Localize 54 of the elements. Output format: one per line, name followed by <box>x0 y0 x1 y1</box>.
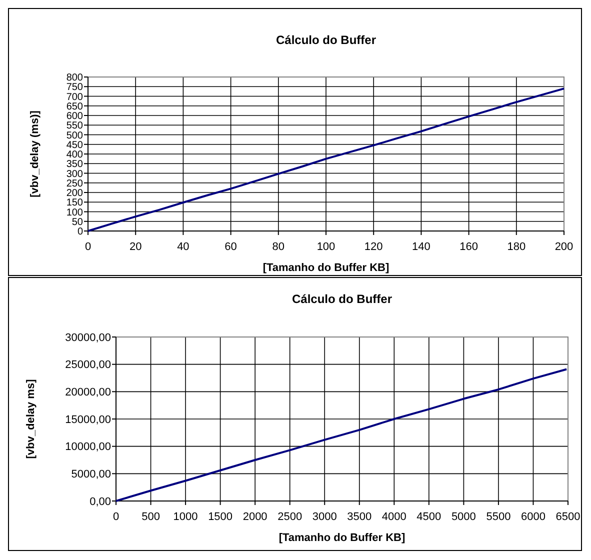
x-tick-label: 160 <box>460 241 478 253</box>
y-tick-label: 400 <box>66 150 84 160</box>
x-tick-label: 3000 <box>312 511 337 523</box>
x-tick-label: 180 <box>507 241 526 253</box>
y-tick-label: 600 <box>66 111 84 122</box>
x-tick-label: 500 <box>142 511 160 523</box>
x-tick-label: 80 <box>272 241 285 253</box>
x-tick-label: 2000 <box>242 511 268 523</box>
x-tick-label: 60 <box>224 241 237 253</box>
y-tick-label: 750 <box>66 82 84 94</box>
y-tick-label: 50 <box>72 216 84 228</box>
x-tick-label: 3500 <box>347 511 372 523</box>
x-tick-label: 1500 <box>208 511 233 523</box>
x-tick-label: 40 <box>177 241 190 253</box>
y-tick-label: 10000,00 <box>65 441 111 454</box>
x-tick-label: 100 <box>316 241 336 253</box>
y-tick-label: 5000,00 <box>71 468 111 481</box>
x-axis-title: [Tamanho do Buffer KB] <box>262 262 390 274</box>
x-tick-label: 4000 <box>382 511 406 523</box>
y-tick-label: 0 <box>77 226 84 238</box>
y-tick-label: 200 <box>66 188 84 199</box>
x-tick-label: 2500 <box>278 511 302 523</box>
chart-title: Cálculo do Buffer <box>276 33 376 47</box>
x-tick-label: 140 <box>412 241 430 253</box>
y-tick-label: 800 <box>66 72 84 84</box>
x-tick-label: 6500 <box>556 511 580 523</box>
y-tick-label: 20000,00 <box>65 386 111 399</box>
y-axis-title: [vbv_delay ms] <box>25 378 37 459</box>
chart-title: Cálculo do Buffer <box>292 292 392 306</box>
x-tick-label: 120 <box>364 241 383 253</box>
x-tick-label: 4500 <box>416 511 442 523</box>
x-tick-label: 20 <box>129 241 142 253</box>
x-tick-label: 0 <box>112 511 120 523</box>
y-tick-label: 700 <box>66 92 84 103</box>
y-tick-label: 30000,00 <box>65 332 111 344</box>
y-tick-label: 550 <box>66 120 84 132</box>
x-tick-label: 6000 <box>520 511 546 523</box>
y-tick-label: 150 <box>66 198 84 209</box>
y-tick-label: 15000,00 <box>65 414 111 426</box>
y-tick-label: 25000,00 <box>65 359 111 372</box>
x-tick-label: 5000 <box>451 511 476 523</box>
y-tick-label: 250 <box>66 178 84 190</box>
y-tick-label: 300 <box>66 168 84 180</box>
y-tick-label: 350 <box>66 159 84 170</box>
y-tick-label: 650 <box>66 101 84 112</box>
x-tick-label: 1000 <box>173 511 198 523</box>
x-tick-label: 200 <box>554 241 574 253</box>
y-axis-title: [vbv_delay (ms)] <box>29 110 41 198</box>
x-tick-label: 5500 <box>486 511 511 523</box>
y-tick-label: 500 <box>66 130 84 142</box>
y-tick-label: 450 <box>66 140 84 151</box>
y-tick-label: 100 <box>66 207 84 218</box>
y-tick-label: 0,00 <box>90 496 111 508</box>
x-axis-title: [Tamanho do Buffer KB] <box>278 532 406 544</box>
